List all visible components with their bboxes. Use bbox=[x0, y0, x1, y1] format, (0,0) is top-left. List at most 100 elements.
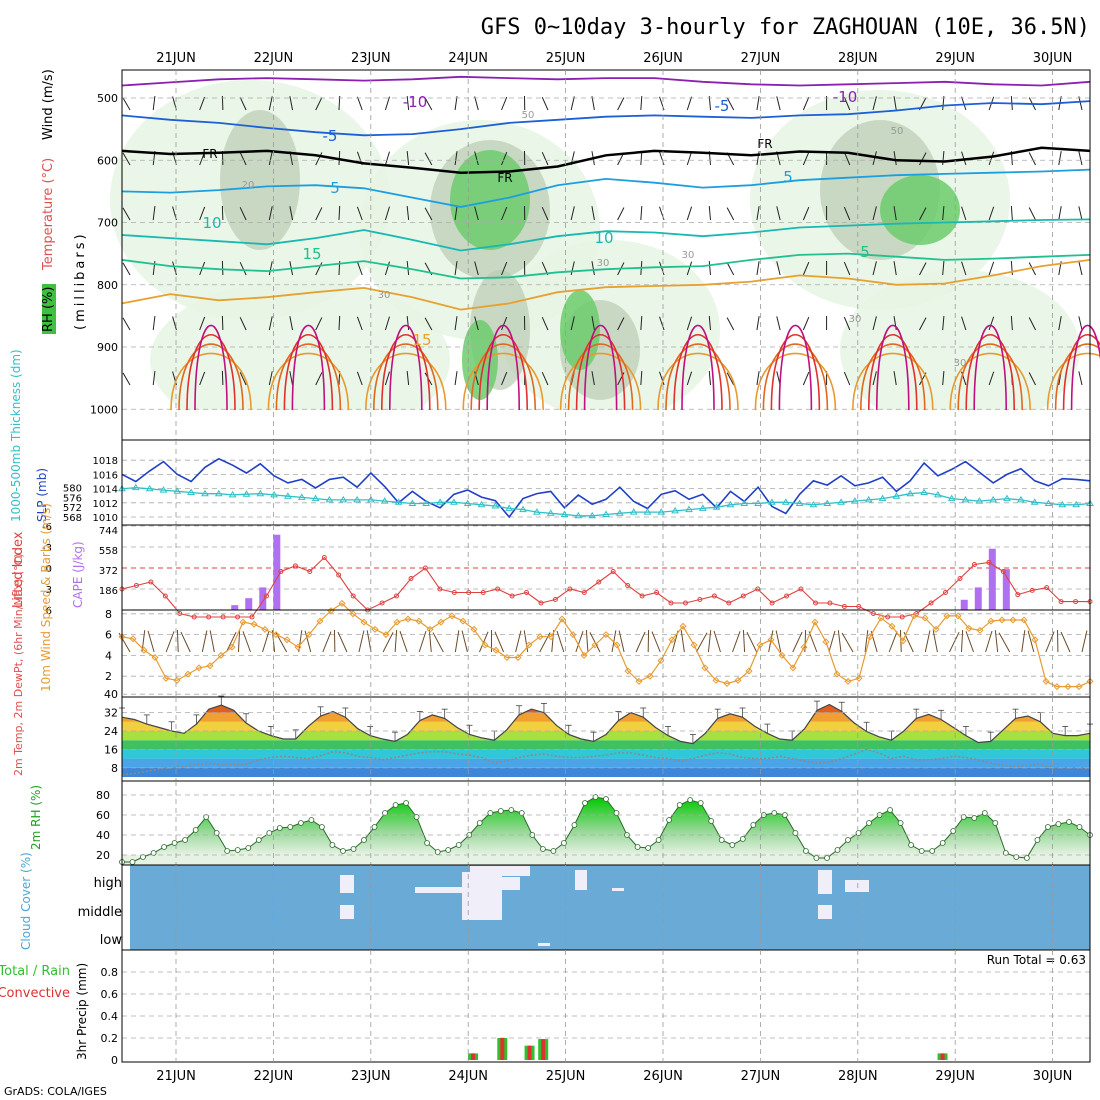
wind-barb bbox=[122, 97, 131, 111]
wind-speed-marker bbox=[338, 599, 346, 607]
lifted-index-marker bbox=[943, 590, 948, 595]
slp-tick-label: 1010 bbox=[93, 513, 118, 524]
wind-barb bbox=[322, 631, 332, 653]
rh-marker bbox=[129, 859, 136, 865]
wind-speed-marker bbox=[789, 664, 797, 672]
wind-speed-marker bbox=[1053, 683, 1061, 691]
wind-barb bbox=[382, 632, 394, 653]
wind-barb bbox=[1021, 630, 1026, 653]
contour-label: 50 bbox=[891, 126, 904, 137]
wind-speed-marker bbox=[910, 612, 918, 620]
thickness-marker bbox=[311, 494, 320, 502]
cape-tick-label: 558 bbox=[99, 546, 118, 557]
wind-barb bbox=[617, 97, 625, 111]
lifted-index-marker bbox=[740, 593, 746, 599]
wind-speed-marker bbox=[1086, 677, 1094, 685]
rh-marker bbox=[887, 807, 893, 813]
lifted-index-marker bbox=[278, 569, 284, 574]
wind-barb bbox=[864, 630, 869, 653]
wind-barb bbox=[225, 632, 237, 653]
rh-marker bbox=[897, 820, 904, 826]
cape-bar bbox=[988, 548, 996, 610]
contour-label: 15 bbox=[302, 245, 321, 263]
wind-barb bbox=[893, 96, 897, 111]
temp-band bbox=[122, 721, 1090, 731]
wind-barb bbox=[501, 206, 508, 221]
wind-speed-marker bbox=[811, 618, 819, 626]
cloud-block bbox=[340, 875, 354, 893]
rh-marker bbox=[350, 846, 357, 852]
thickness-marker bbox=[1044, 499, 1053, 506]
wind-barb bbox=[570, 261, 575, 276]
surface-temp-contour bbox=[868, 333, 918, 411]
lifted-index-marker bbox=[610, 569, 616, 574]
lifted-index-cape-panel: -6 -3 0 3 6 186 372 558 744 Lifted Index CAPE (J/k… bbox=[11, 522, 1093, 620]
li-axis-label: Lifted Index bbox=[11, 531, 26, 608]
wind-barb bbox=[893, 151, 897, 166]
rh-marker bbox=[908, 842, 914, 848]
rh-marker bbox=[771, 810, 778, 816]
surface-temp-contour bbox=[478, 333, 528, 411]
wind-speed-marker bbox=[327, 607, 335, 615]
thickness-marker bbox=[864, 495, 873, 503]
rh-marker bbox=[592, 794, 599, 800]
lifted-index-marker bbox=[451, 590, 457, 595]
wind-barb bbox=[695, 632, 708, 653]
pressure-axis-title: (millibars) bbox=[73, 231, 88, 330]
contour-label: 15 bbox=[412, 331, 431, 349]
wind-barb bbox=[358, 630, 365, 653]
rh-marker bbox=[392, 802, 399, 808]
surface-temp-contour bbox=[389, 324, 423, 411]
wind-barb bbox=[1078, 316, 1083, 331]
wind-barb bbox=[708, 316, 711, 331]
wind-barb bbox=[776, 96, 781, 111]
wind-barb bbox=[591, 316, 595, 331]
surface-temp-contour bbox=[860, 343, 926, 411]
wind-barb bbox=[454, 206, 458, 221]
wind-axis-label: 10m Wind Speed & Barbs (m/s) bbox=[39, 503, 53, 692]
precip-convective-bar bbox=[940, 1053, 945, 1060]
isotherm-line bbox=[121, 252, 1091, 280]
wind-barb bbox=[384, 96, 390, 111]
wind-barb bbox=[1078, 261, 1083, 276]
wind-barb bbox=[315, 317, 323, 331]
rh-marker bbox=[834, 847, 841, 853]
thickness-marker bbox=[159, 486, 168, 493]
wind-speed-marker bbox=[129, 635, 137, 643]
wind-speed-marker bbox=[1042, 677, 1050, 685]
surface-temp-contour bbox=[1070, 324, 1100, 411]
wind-speed-marker bbox=[283, 636, 291, 644]
wind-barb bbox=[239, 152, 247, 166]
thickness-marker bbox=[1017, 495, 1025, 503]
temp-band bbox=[122, 712, 1090, 722]
wind-speed-marker bbox=[228, 643, 236, 651]
wind-barb bbox=[384, 316, 390, 331]
wind-barb bbox=[1078, 371, 1083, 386]
temp-bands bbox=[122, 704, 1090, 777]
wind-speed-marker bbox=[767, 636, 775, 644]
rh-marker bbox=[413, 814, 420, 820]
wind-barb bbox=[556, 630, 565, 653]
isotherm-line bbox=[121, 168, 1091, 208]
lifted-index-marker bbox=[538, 600, 544, 606]
lifted-index-marker bbox=[697, 597, 703, 602]
precip-convective-bar bbox=[471, 1053, 476, 1060]
wind-speed-marker bbox=[778, 651, 786, 659]
pressure-axis-label: (millibars) bbox=[73, 231, 88, 330]
contour-label: 30 bbox=[682, 250, 695, 261]
lifted-index-marker bbox=[321, 555, 327, 560]
wind-speed-marker bbox=[173, 676, 181, 684]
lifted-index-marker bbox=[1029, 587, 1035, 593]
wind-speed-marker bbox=[503, 653, 511, 662]
wind-barb bbox=[239, 262, 247, 276]
rh-marker bbox=[582, 800, 588, 806]
wind-barb bbox=[461, 630, 468, 653]
lifted-index-marker bbox=[827, 600, 833, 606]
wind-barb bbox=[501, 261, 508, 276]
surface-temp-contour bbox=[559, 352, 642, 411]
wind-barb bbox=[732, 631, 741, 653]
lifted-index-marker bbox=[971, 562, 977, 567]
rh-marker bbox=[803, 848, 809, 854]
temp-band bbox=[122, 704, 1090, 713]
